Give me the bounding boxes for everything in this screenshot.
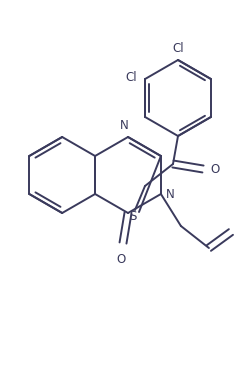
Text: Cl: Cl xyxy=(172,42,183,55)
Text: N: N xyxy=(165,188,174,201)
Text: O: O xyxy=(209,162,218,175)
Text: N: N xyxy=(119,119,128,132)
Text: O: O xyxy=(116,253,125,266)
Text: Cl: Cl xyxy=(125,71,137,84)
Text: S: S xyxy=(129,209,136,222)
